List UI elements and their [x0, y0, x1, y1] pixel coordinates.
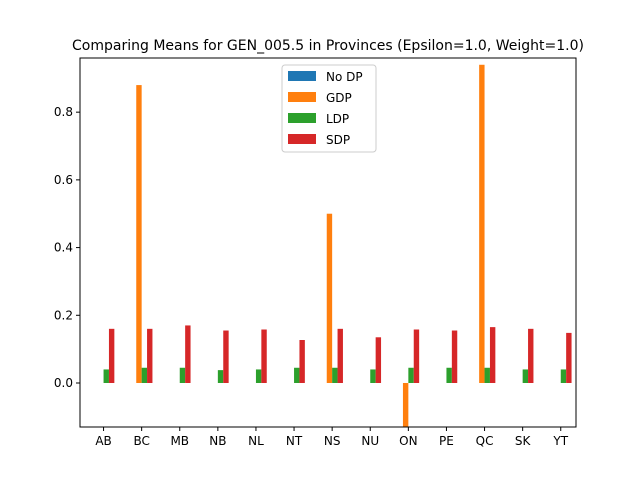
y-tick-label: 0.6	[54, 173, 73, 187]
bar-sdp-bc	[147, 328, 153, 383]
bar-sdp-nb	[223, 330, 229, 383]
bar-ldp-sk	[522, 369, 529, 383]
bar-ldp-ns	[332, 367, 338, 383]
legend-swatch	[288, 134, 316, 144]
bar-ldp-ab	[103, 369, 109, 383]
chart-title: Comparing Means for GEN_005.5 in Provinc…	[72, 38, 584, 54]
bar-gdp-qc	[479, 64, 485, 383]
x-tick-label: NU	[361, 434, 379, 448]
bar-sdp-pe	[451, 330, 458, 383]
x-tick-label: AB	[95, 434, 111, 448]
bar-ldp-qc	[484, 367, 490, 383]
bar-sdp-mb	[185, 325, 191, 383]
legend-label: GDP	[326, 91, 352, 105]
bar-gdp-on	[402, 382, 409, 427]
bar-ldp-nb	[217, 370, 224, 383]
bar-ldp-nl	[255, 369, 262, 383]
x-tick-label: ON	[399, 434, 417, 448]
bar-sdp-on	[413, 329, 420, 383]
legend-swatch	[288, 71, 316, 81]
legend-label: No DP	[326, 70, 363, 84]
legend-box	[281, 64, 377, 153]
bar-ldp-nu	[370, 369, 376, 383]
x-tick-label: NS	[324, 434, 341, 448]
bar-gdp-ns	[326, 213, 333, 383]
legend-swatch	[288, 113, 316, 123]
x-tick-label: NT	[286, 434, 303, 448]
x-tick-label: SK	[515, 434, 532, 448]
bar-ldp-bc	[141, 367, 148, 383]
x-tick-label: BC	[133, 434, 149, 448]
bars-layer	[103, 64, 572, 427]
y-axis: 0.0 0.2 0.4 0.6 0.8	[54, 105, 80, 390]
x-axis: AB BC MB NB NL NT NS NU ON PE QC SK YT	[95, 427, 569, 448]
bar-ldp-on	[408, 367, 414, 383]
bar-sdp-nl	[261, 329, 267, 383]
bar-sdp-ns	[337, 328, 343, 383]
y-tick-label: 0.2	[54, 308, 73, 322]
bar-sdp-qc	[489, 327, 496, 383]
bar-ldp-mb	[179, 367, 186, 383]
x-tick-label: PE	[439, 434, 454, 448]
x-tick-label: QC	[476, 434, 494, 448]
legend-label: SDP	[326, 133, 350, 147]
bar-ldp-yt	[560, 369, 567, 383]
bar-sdp-nu	[375, 337, 382, 383]
x-tick-label: NB	[209, 434, 226, 448]
legend: No DP GDP LDP SDP	[281, 64, 377, 153]
y-tick-label: 0.4	[54, 241, 73, 255]
y-tick-label: 0.0	[54, 376, 73, 390]
plot-frame	[79, 57, 577, 428]
bar-sdp-nt	[299, 340, 305, 383]
legend-swatch	[288, 92, 316, 102]
x-tick-label: MB	[170, 434, 189, 448]
bar-sdp-yt	[566, 332, 572, 383]
bar-ldp-pe	[446, 367, 452, 383]
legend-label: LDP	[326, 112, 349, 126]
x-tick-label: YT	[552, 434, 568, 448]
x-tick-label: NL	[248, 434, 264, 448]
bar-sdp-ab	[108, 328, 115, 383]
bar-ldp-nt	[294, 367, 300, 383]
bar-sdp-sk	[528, 328, 534, 383]
y-tick-label: 0.8	[54, 105, 73, 119]
bar-gdp-bc	[136, 85, 142, 383]
